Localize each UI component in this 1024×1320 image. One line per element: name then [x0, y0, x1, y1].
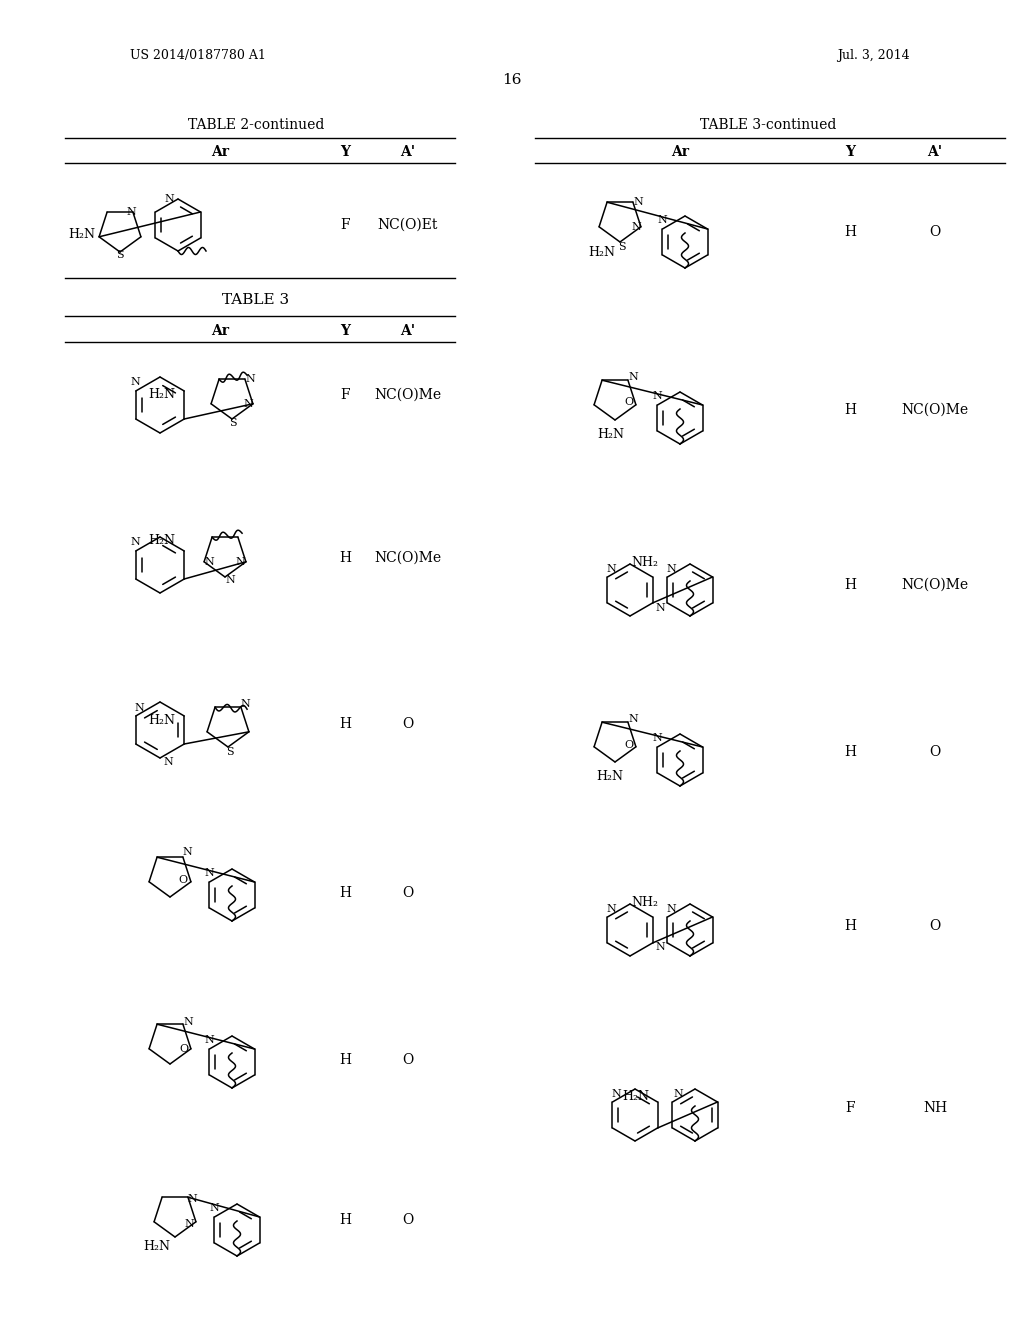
- Text: N: N: [205, 869, 214, 878]
- Text: TABLE 3: TABLE 3: [222, 293, 290, 308]
- Text: N: N: [652, 733, 663, 743]
- Text: F: F: [845, 1101, 855, 1115]
- Text: H: H: [844, 224, 856, 239]
- Text: 16: 16: [502, 73, 522, 87]
- Text: Y: Y: [340, 323, 350, 338]
- Text: O: O: [402, 1053, 414, 1067]
- Text: O: O: [402, 717, 414, 731]
- Text: N: N: [163, 756, 173, 767]
- Text: N: N: [126, 207, 136, 218]
- Text: H: H: [339, 886, 351, 900]
- Text: N: N: [187, 1195, 197, 1204]
- Text: N: N: [204, 557, 214, 566]
- Text: O: O: [179, 1044, 188, 1053]
- Text: H₂N: H₂N: [148, 388, 176, 401]
- Text: H₂N: H₂N: [597, 428, 625, 441]
- Text: H₂N: H₂N: [69, 227, 95, 240]
- Text: O: O: [625, 397, 634, 407]
- Text: N: N: [628, 714, 638, 725]
- Text: N: N: [245, 374, 255, 384]
- Text: TABLE 2-continued: TABLE 2-continued: [187, 117, 325, 132]
- Text: F: F: [340, 218, 350, 232]
- Text: N: N: [606, 564, 616, 574]
- Text: N: N: [135, 704, 144, 713]
- Text: NH: NH: [923, 1101, 947, 1115]
- Text: N: N: [655, 603, 666, 612]
- Text: A': A': [400, 145, 416, 158]
- Text: N: N: [184, 1218, 194, 1229]
- Text: H₂N: H₂N: [589, 246, 615, 259]
- Text: Jul. 3, 2014: Jul. 3, 2014: [838, 49, 910, 62]
- Text: S: S: [618, 242, 626, 252]
- Text: A': A': [928, 145, 942, 158]
- Text: H₂N: H₂N: [148, 535, 176, 548]
- Text: H₂N: H₂N: [143, 1241, 171, 1254]
- Text: H: H: [844, 919, 856, 933]
- Text: Y: Y: [845, 145, 855, 158]
- Text: Ar: Ar: [211, 323, 229, 338]
- Text: NC(O)Me: NC(O)Me: [375, 388, 441, 403]
- Text: NH₂: NH₂: [631, 557, 658, 569]
- Text: N: N: [183, 1018, 193, 1027]
- Text: O: O: [402, 1213, 414, 1228]
- Text: NC(O)Me: NC(O)Me: [901, 403, 969, 417]
- Text: S: S: [116, 249, 124, 260]
- Text: US 2014/0187780 A1: US 2014/0187780 A1: [130, 49, 266, 62]
- Text: N: N: [657, 215, 668, 224]
- Text: N: N: [674, 1089, 683, 1100]
- Text: H: H: [339, 1213, 351, 1228]
- Text: N: N: [205, 1035, 214, 1045]
- Text: H: H: [339, 550, 351, 565]
- Text: O: O: [930, 919, 941, 933]
- Text: F: F: [340, 388, 350, 403]
- Text: H: H: [844, 403, 856, 417]
- Text: H: H: [844, 744, 856, 759]
- Text: S: S: [229, 418, 237, 428]
- Text: H: H: [339, 717, 351, 731]
- Text: N: N: [667, 564, 677, 574]
- Text: N: N: [131, 378, 140, 387]
- Text: NC(O)Me: NC(O)Me: [375, 550, 441, 565]
- Text: O: O: [930, 744, 941, 759]
- Text: N: N: [131, 537, 140, 546]
- Text: Ar: Ar: [671, 145, 689, 158]
- Text: Y: Y: [340, 145, 350, 158]
- Text: N: N: [164, 194, 174, 205]
- Text: N: N: [243, 399, 253, 409]
- Text: H₂N: H₂N: [597, 770, 624, 783]
- Text: Ar: Ar: [211, 145, 229, 158]
- Text: N: N: [628, 372, 638, 383]
- Text: H₂N: H₂N: [622, 1090, 649, 1104]
- Text: A': A': [400, 323, 416, 338]
- Text: N: N: [240, 700, 250, 709]
- Text: N: N: [225, 576, 234, 585]
- Text: N: N: [611, 1089, 622, 1100]
- Text: N: N: [633, 197, 643, 207]
- Text: S: S: [226, 747, 233, 756]
- Text: H: H: [339, 1053, 351, 1067]
- Text: N: N: [606, 904, 616, 913]
- Text: H₂N: H₂N: [148, 714, 176, 727]
- Text: N: N: [210, 1203, 219, 1213]
- Text: O: O: [402, 886, 414, 900]
- Text: O: O: [625, 739, 634, 750]
- Text: N: N: [182, 847, 191, 857]
- Text: NC(O)Et: NC(O)Et: [378, 218, 438, 232]
- Text: N: N: [631, 222, 641, 232]
- Text: N: N: [652, 391, 663, 401]
- Text: TABLE 3-continued: TABLE 3-continued: [699, 117, 837, 132]
- Text: N: N: [236, 557, 245, 566]
- Text: NH₂: NH₂: [631, 896, 658, 909]
- Text: N: N: [667, 904, 677, 913]
- Text: H: H: [844, 578, 856, 591]
- Text: N: N: [655, 942, 666, 952]
- Text: O: O: [930, 224, 941, 239]
- Text: O: O: [178, 875, 187, 884]
- Text: NC(O)Me: NC(O)Me: [901, 578, 969, 591]
